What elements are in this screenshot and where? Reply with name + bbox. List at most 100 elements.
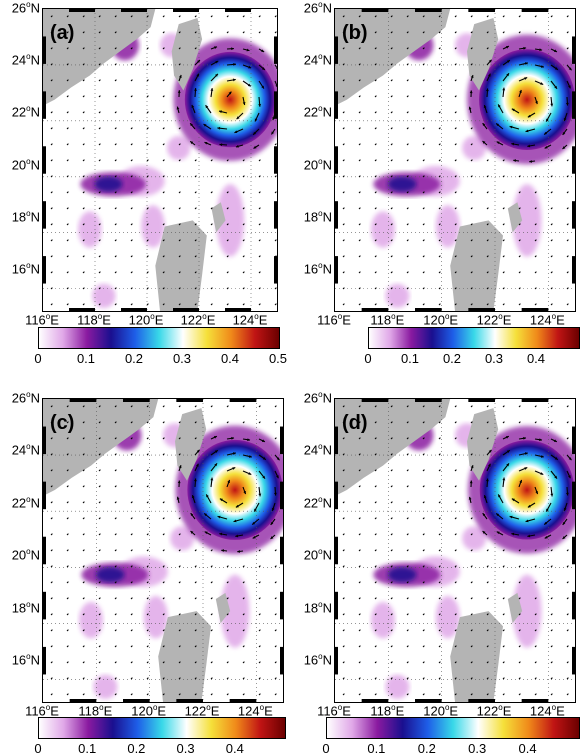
velocity-arrow [470, 597, 473, 600]
velocity-arrowhead [210, 477, 214, 481]
velocity-arrow [242, 565, 245, 568]
velocity-arrow [178, 47, 181, 50]
velocity-arrow [130, 597, 133, 600]
velocity-arrow [162, 239, 165, 242]
map-canvas [43, 9, 277, 311]
velocity-arrow [518, 15, 521, 18]
colorbar-tick-label: 0.2 [417, 741, 436, 756]
velocity-arrow [534, 239, 537, 242]
velocity-arrow [438, 469, 441, 472]
velocity-arrowhead [544, 521, 548, 525]
velocity-arrowhead [253, 145, 257, 149]
velocity-arrow [66, 207, 69, 210]
velocity-arrow [146, 453, 149, 456]
velocity-arrow [374, 629, 377, 632]
latitude-label: 16oN [303, 652, 332, 668]
velocity-arrow [550, 271, 553, 274]
velocity-arrow [130, 175, 133, 178]
velocity-arrow [406, 501, 409, 504]
velocity-arrow [342, 79, 345, 82]
velocity-arrow [258, 565, 261, 568]
frame-tick [335, 201, 338, 229]
speed-patch [462, 526, 487, 551]
velocity-arrowhead [196, 449, 200, 453]
colorbar [38, 717, 286, 739]
velocity-arrow [194, 31, 197, 34]
velocity-arrowhead [502, 87, 506, 91]
map-frame [334, 398, 576, 703]
velocity-arrow [406, 207, 409, 210]
velocity-arrow [342, 255, 345, 258]
colorbar-tick-label: 0 [364, 351, 372, 366]
velocity-arrow [50, 111, 53, 114]
velocity-arrow [146, 303, 149, 306]
velocity-arrow [162, 255, 165, 258]
velocity-arrow [130, 111, 133, 114]
velocity-arrow [146, 127, 149, 130]
velocity-arrowhead [540, 472, 544, 475]
velocity-arrow [66, 79, 69, 82]
velocity-arrow [518, 303, 521, 306]
velocity-arrow [374, 613, 377, 616]
velocity-arrow [98, 581, 101, 584]
velocity-arrow [114, 207, 117, 210]
velocity-arrowhead [562, 536, 566, 539]
velocity-arrow [486, 693, 489, 696]
velocity-arrow [566, 271, 569, 274]
velocity-arrow [114, 501, 117, 504]
velocity-arrow [162, 127, 165, 130]
frame-tick [335, 426, 338, 455]
velocity-arrow [146, 597, 149, 600]
velocity-arrow [374, 287, 377, 290]
velocity-arrowhead [270, 521, 274, 525]
velocity-arrowhead [276, 457, 280, 461]
velocity-arrow [114, 79, 117, 82]
velocity-arrowhead [482, 141, 486, 144]
velocity-arrowhead [487, 463, 491, 467]
frame-tick [274, 146, 277, 174]
velocity-arrow [550, 239, 553, 242]
velocity-arrow [162, 453, 165, 456]
velocity-arrowhead [219, 110, 222, 114]
mainland-china-land [335, 9, 451, 106]
velocity-arrow [518, 405, 521, 408]
velocity-arrow [406, 517, 409, 520]
velocity-arrowhead [562, 521, 566, 525]
speed-patch [216, 184, 245, 257]
velocity-arrow [178, 453, 181, 456]
velocity-arrow [66, 549, 69, 552]
velocity-arrow [502, 613, 505, 616]
velocity-arrow [50, 581, 53, 584]
velocity-arrow [146, 517, 149, 520]
velocity-arrow [98, 453, 101, 456]
colorbar-tick-label: 0.2 [127, 741, 146, 756]
velocity-arrowhead [527, 114, 531, 118]
latitude-label: 26oN [11, 0, 40, 16]
velocity-arrow [98, 421, 101, 424]
velocity-arrow [422, 645, 425, 648]
velocity-arrow [518, 287, 521, 290]
velocity-arrow [406, 485, 409, 488]
velocity-arrow [66, 437, 69, 440]
frame-tick [274, 91, 277, 119]
latitude-label: 26oN [303, 390, 332, 406]
velocity-arrowhead [242, 102, 246, 105]
velocity-arrowhead [554, 475, 558, 479]
velocity-arrowhead [177, 480, 181, 484]
velocity-arrow [438, 453, 441, 456]
velocity-arrowhead [235, 534, 239, 538]
frame-tick [176, 399, 203, 402]
velocity-arrowhead [247, 83, 251, 87]
velocity-arrow [470, 421, 473, 424]
velocity-arrow [210, 303, 213, 306]
velocity-arrow [274, 287, 277, 290]
velocity-arrow [374, 453, 377, 456]
velocity-arrow [162, 143, 165, 146]
velocity-arrow [194, 303, 197, 306]
velocity-arrowhead [511, 532, 515, 536]
velocity-arrow [470, 629, 473, 632]
velocity-arrow [470, 31, 473, 34]
velocity-arrowhead [469, 480, 473, 484]
velocity-arrow [258, 239, 261, 242]
velocity-arrow [358, 613, 361, 616]
